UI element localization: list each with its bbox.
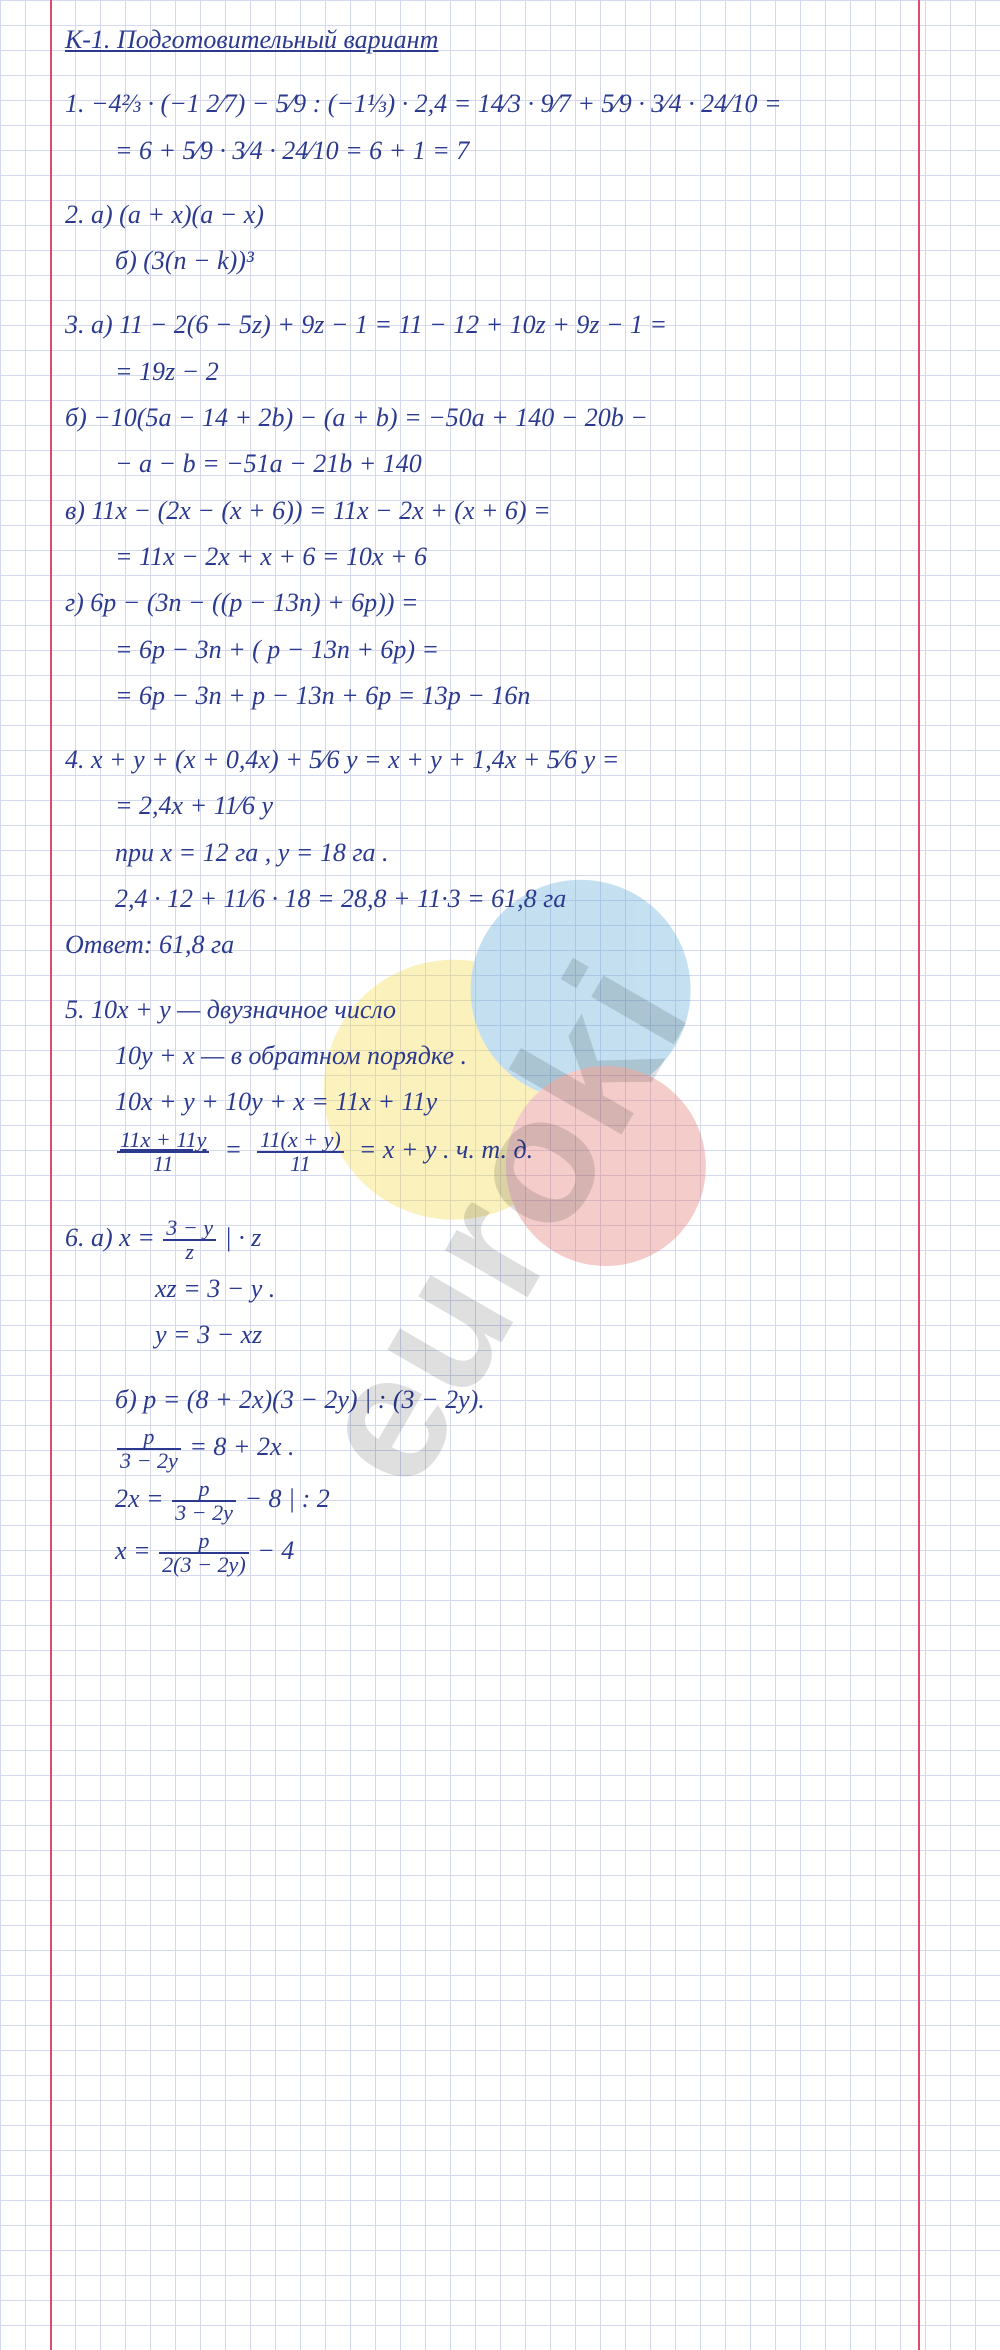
problem-3a-line1: 3. a) 11 − 2(6 − 5z) + 9z − 1 = 11 − 12 … xyxy=(65,305,905,345)
problem-6b-line3: 2x = p 3 − 2y − 8 | : 2 xyxy=(65,1478,905,1524)
problem-4-line2: = 2,4x + 11⁄6 y xyxy=(65,786,905,826)
frac-11xy-11: 11(x + y) 11 xyxy=(257,1129,344,1175)
problem-6b-line1: б) p = (8 + 2x)(3 − 2y) | : (3 − 2y). xyxy=(65,1380,905,1420)
frac-3minusy-z: 3 − y z xyxy=(163,1217,216,1263)
problem-3a-line2: = 19z − 2 xyxy=(65,352,905,392)
problem-4-line3: при x = 12 га , y = 18 га . xyxy=(65,833,905,873)
problem-1-line1: 1. −4⅔ · (−1 2⁄7) − 5⁄9 : (−1⅓) · 2,4 = … xyxy=(65,84,905,124)
problem-6a-line3: y = 3 − xz xyxy=(65,1315,905,1355)
problem-3c-line1: в) 11x − (2x − (x + 6)) = 11x − 2x + (x … xyxy=(65,491,905,531)
heading-k1: К-1. Подготовительный вариант xyxy=(65,20,905,60)
problem-6b-line4: x = p 2(3 − 2y) − 4 xyxy=(65,1530,905,1576)
margin-line-right xyxy=(918,0,920,2350)
problem-3d-line1: г) 6p − (3n − ((p − 13n) + 6p)) = xyxy=(65,583,905,623)
problem-3b-line2: − a − b = −51a − 21b + 140 xyxy=(65,444,905,484)
problem-4-line4: 2,4 · 12 + 11⁄6 · 18 = 28,8 + 11·3 = 61,… xyxy=(65,879,905,919)
problem-5-line3: 10x + y + 10y + x = 11x + 11y xyxy=(65,1082,905,1122)
problem-4-line1: 4. x + y + (x + 0,4x) + 5⁄6 y = x + y + … xyxy=(65,740,905,780)
problem-5-line1: 5. 10x + y — двузначное число xyxy=(65,990,905,1030)
problem-6b-line2: p 3 − 2y = 8 + 2x . xyxy=(65,1426,905,1472)
margin-line-left xyxy=(50,0,52,2350)
problem-3d-line2: = 6p − 3n + ( p − 13n + 6p) = xyxy=(65,630,905,670)
qed-text: = x + y . ч. т. д. xyxy=(359,1135,533,1164)
problem-3d-line3: = 6p − 3n + p − 13n + 6p = 13p − 16n xyxy=(65,676,905,716)
problem-1-line2: = 6 + 5⁄9 · 3⁄4 · 24⁄10 = 6 + 1 = 7 xyxy=(65,131,905,171)
problem-2a: 2. a) (a + x)(a − x) xyxy=(65,195,905,235)
frac-p-3minus2y-b: p 3 − 2y xyxy=(172,1478,236,1524)
handwritten-content: К-1. Подготовительный вариант 1. −4⅔ · (… xyxy=(65,20,905,1582)
problem-5-line2: 10y + x — в обратном порядке . xyxy=(65,1036,905,1076)
problem-2b: б) (3(n − k))³ xyxy=(65,241,905,281)
problem-4-answer: Ответ: 61,8 га xyxy=(65,925,905,965)
problem-6a-line2: xz = 3 − y . xyxy=(65,1269,905,1309)
problem-5-line4: 11x + 11y 11 = 11(x + y) 11 = x + y . ч.… xyxy=(65,1129,905,1175)
frac-p-2paren: p 2(3 − 2y) xyxy=(159,1530,249,1576)
problem-3c-line2: = 11x − 2x + x + 6 = 10x + 6 xyxy=(65,537,905,577)
problem-3b-line1: б) −10(5a − 14 + 2b) − (a + b) = −50a + … xyxy=(65,398,905,438)
problem-6a-line1: 6. a) x = 3 − y z | · z xyxy=(65,1217,905,1263)
frac-p-3minus2y: p 3 − 2y xyxy=(117,1426,181,1472)
frac-11x11y-11: 11x + 11y 11 xyxy=(117,1129,209,1175)
